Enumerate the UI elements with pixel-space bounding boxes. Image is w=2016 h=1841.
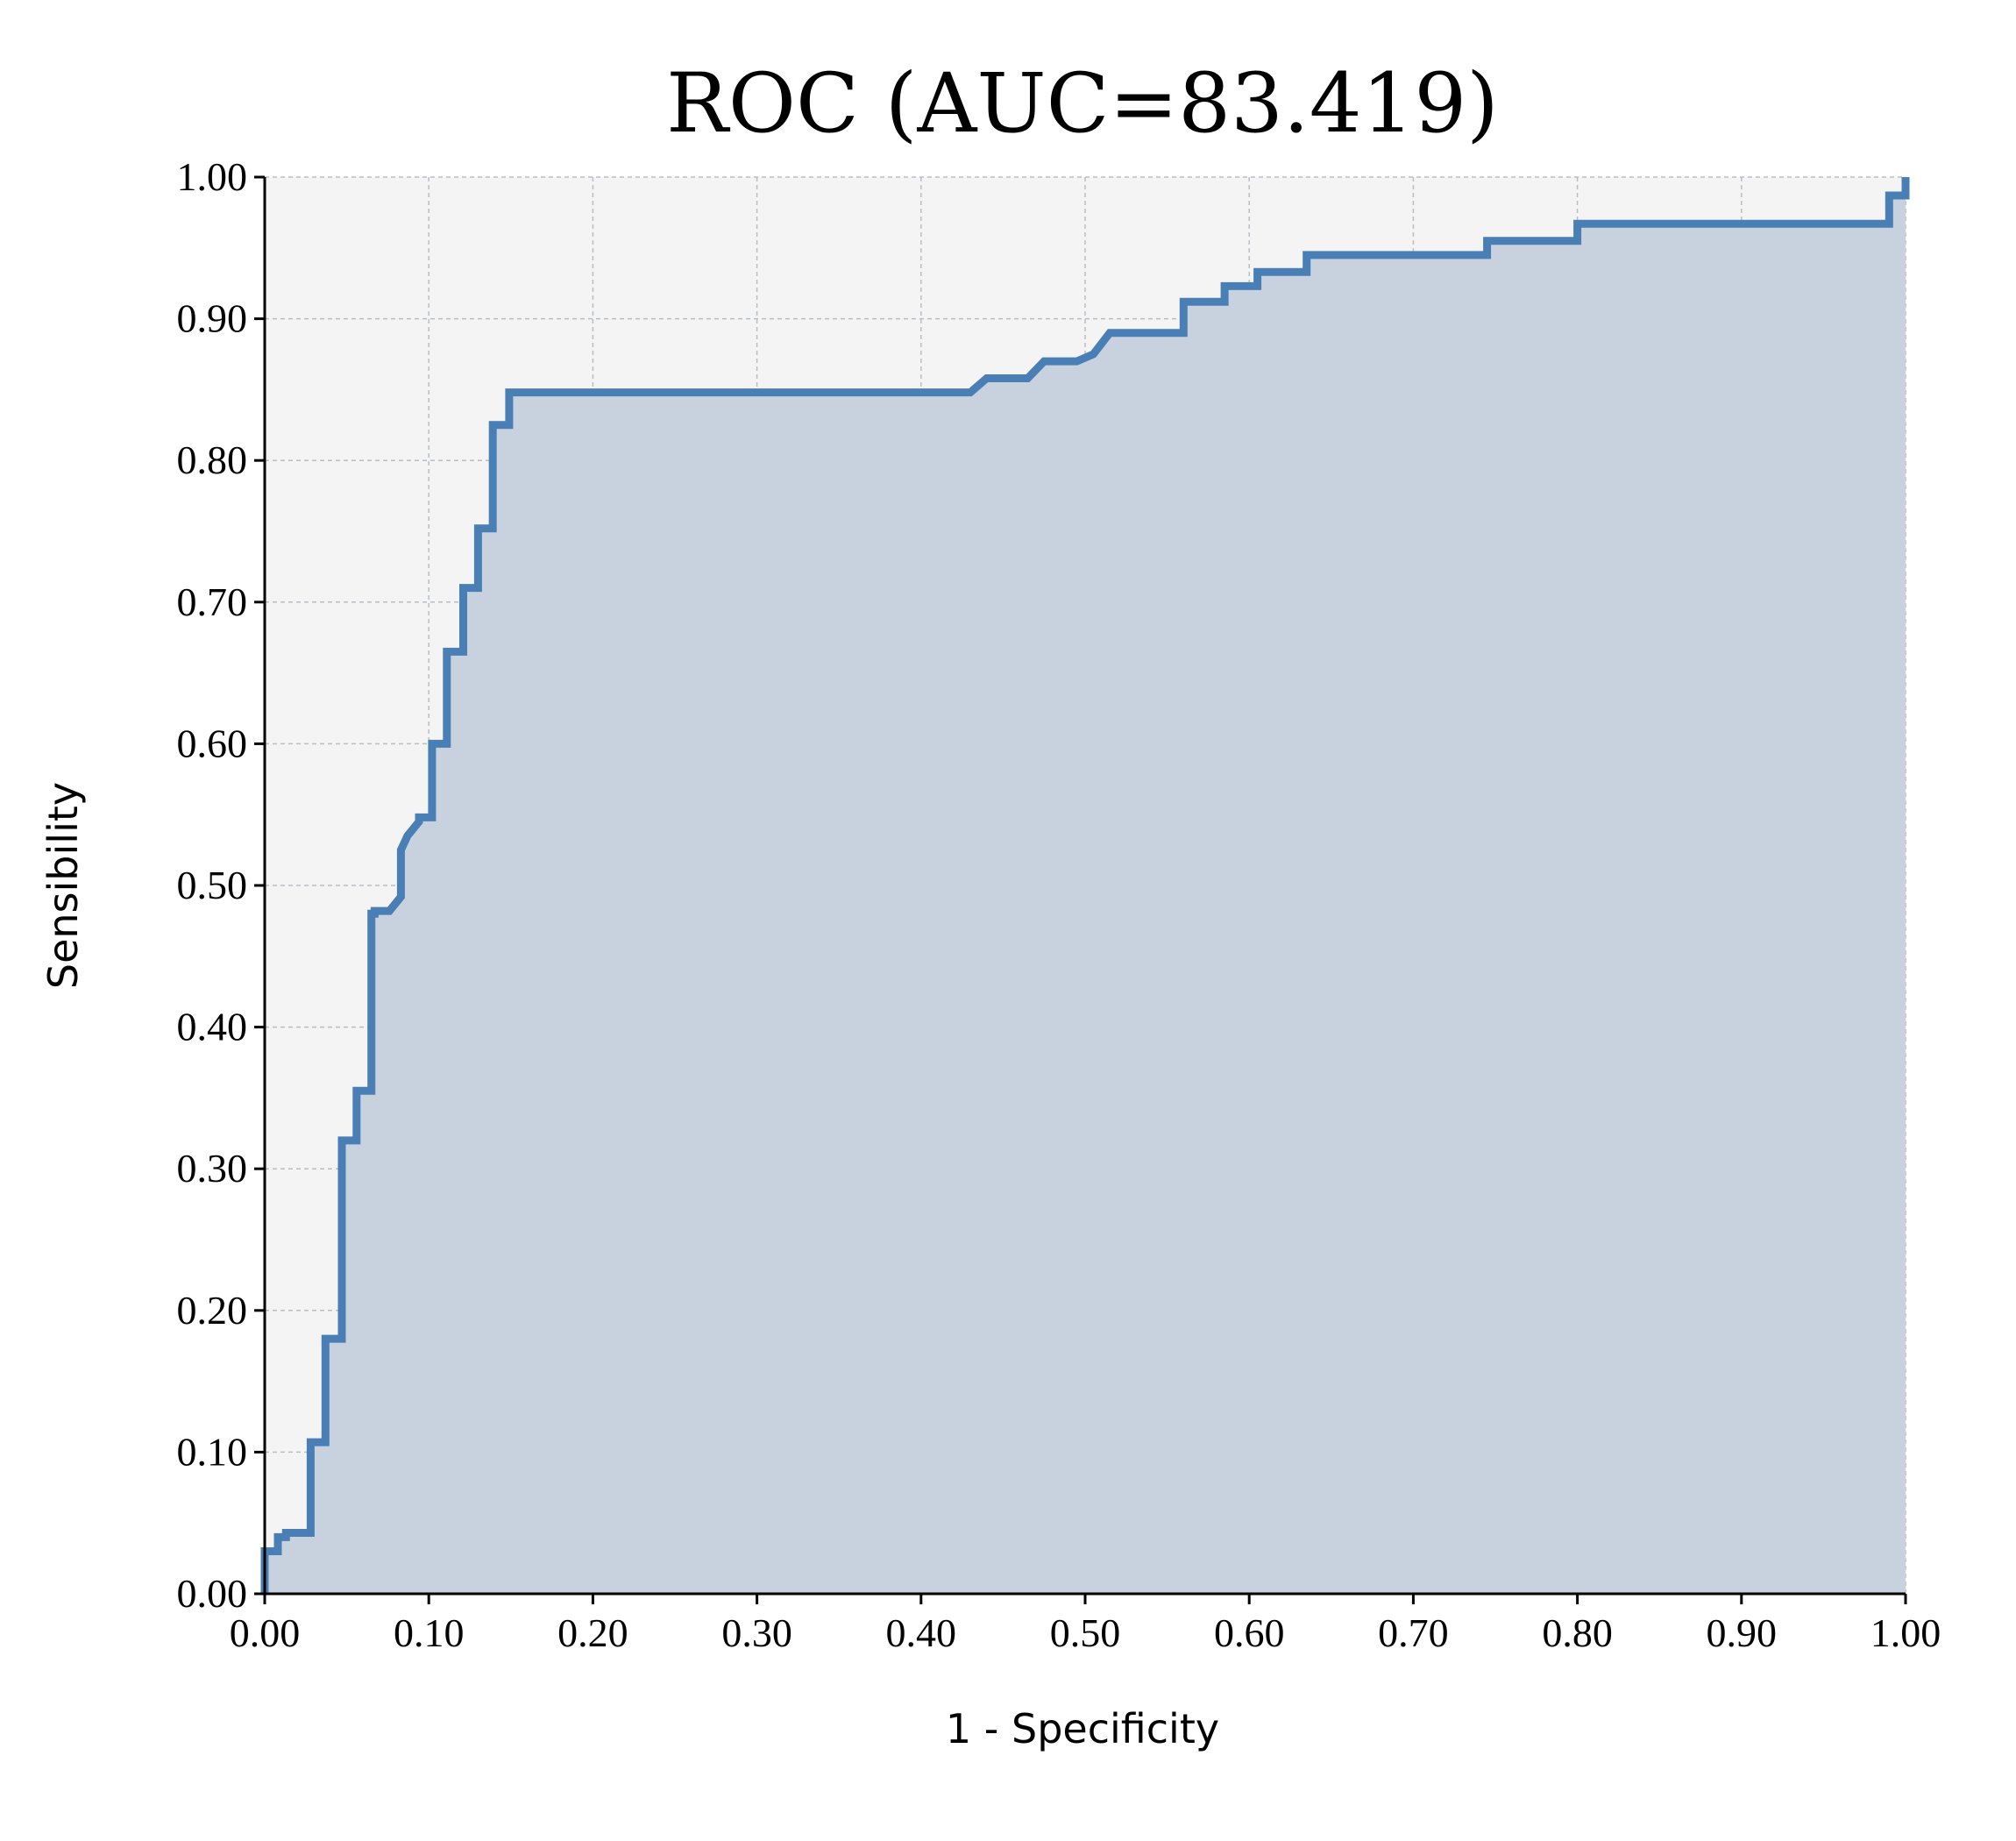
y-tick-label: 0.70 [177, 579, 248, 624]
x-tick-label: 0.40 [886, 1610, 957, 1655]
x-tick-label: 0.50 [1050, 1610, 1121, 1655]
x-axis-label: 1 - Specificity [946, 1705, 1219, 1752]
roc-curve [260, 177, 1910, 1594]
y-tick-label: 0.30 [177, 1146, 248, 1191]
y-tick-label: 0.60 [177, 721, 248, 765]
y-tick-label: 0.40 [177, 1005, 248, 1049]
x-tick-label: 0.70 [1378, 1610, 1449, 1655]
x-axis-ticks: 0.00 0.10 0.20 0.30 0.40 0.50 0.60 0.70 0.80 0.90… [230, 1594, 1941, 1655]
y-tick-label: 0.90 [177, 296, 248, 341]
y-axis-label: Sensibility [39, 782, 87, 989]
y-tick-label: 0.00 [177, 1571, 248, 1616]
x-tick-label: 0.00 [230, 1610, 301, 1655]
x-tick-label: 0.90 [1707, 1610, 1778, 1655]
x-tick-label: 0.60 [1214, 1610, 1285, 1655]
y-tick-label: 0.20 [177, 1288, 248, 1333]
x-tick-label: 1.00 [1870, 1610, 1941, 1655]
y-tick-label: 0.10 [177, 1429, 248, 1474]
y-axis-ticks: 0.00 0.10 0.20 0.30 0.40 0.50 0.60 0.70 0.80 0.90… [177, 154, 265, 1616]
x-tick-label: 0.80 [1542, 1610, 1613, 1655]
x-tick-label: 0.10 [394, 1610, 465, 1655]
x-tick-label: 0.20 [557, 1610, 628, 1655]
y-tick-label: 0.50 [177, 863, 248, 907]
chart-title: ROC (AUC=83.419) [666, 56, 1499, 152]
x-tick-label: 0.30 [721, 1610, 792, 1655]
roc-area-fill [265, 177, 1906, 1594]
y-tick-label: 0.80 [177, 437, 248, 482]
y-tick-label: 1.00 [177, 154, 248, 199]
